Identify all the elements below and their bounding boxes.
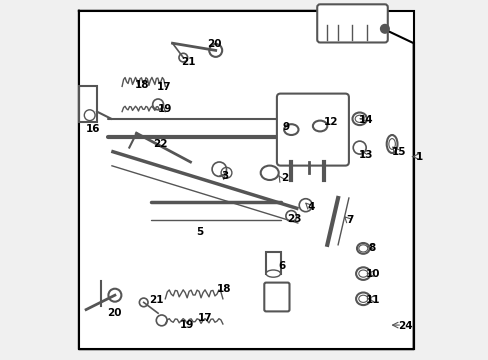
Bar: [265, 252, 280, 274]
Text: 4: 4: [307, 202, 314, 212]
Text: 20: 20: [206, 39, 221, 49]
Text: 19: 19: [180, 320, 194, 330]
Text: 10: 10: [366, 269, 380, 279]
Text: 23: 23: [286, 214, 301, 224]
Text: 1: 1: [415, 152, 422, 162]
Text: 20: 20: [107, 308, 121, 318]
Text: 3: 3: [221, 171, 228, 181]
FancyBboxPatch shape: [276, 94, 348, 166]
Text: 13: 13: [358, 150, 373, 160]
Text: 9: 9: [282, 122, 289, 132]
Circle shape: [380, 24, 388, 33]
Ellipse shape: [265, 270, 280, 277]
Text: 6: 6: [278, 261, 285, 271]
Text: 12: 12: [323, 117, 338, 127]
Text: 5: 5: [196, 227, 203, 237]
Text: 7: 7: [346, 215, 353, 225]
Text: 17: 17: [157, 82, 172, 92]
Text: 21: 21: [148, 295, 163, 305]
Text: 8: 8: [368, 243, 375, 253]
Text: 16: 16: [86, 124, 101, 134]
Text: 19: 19: [157, 104, 171, 114]
Text: 24: 24: [397, 321, 411, 331]
Text: 22: 22: [152, 139, 167, 149]
Text: 15: 15: [390, 147, 405, 157]
Bar: [79, 86, 97, 122]
Text: 21: 21: [181, 57, 196, 67]
Text: 14: 14: [358, 114, 373, 125]
Text: 18: 18: [134, 80, 149, 90]
Text: 18: 18: [217, 284, 231, 294]
FancyBboxPatch shape: [264, 283, 289, 311]
Text: 17: 17: [197, 312, 212, 323]
Text: 2: 2: [281, 173, 288, 183]
FancyBboxPatch shape: [317, 4, 387, 42]
Text: 11: 11: [366, 294, 380, 305]
